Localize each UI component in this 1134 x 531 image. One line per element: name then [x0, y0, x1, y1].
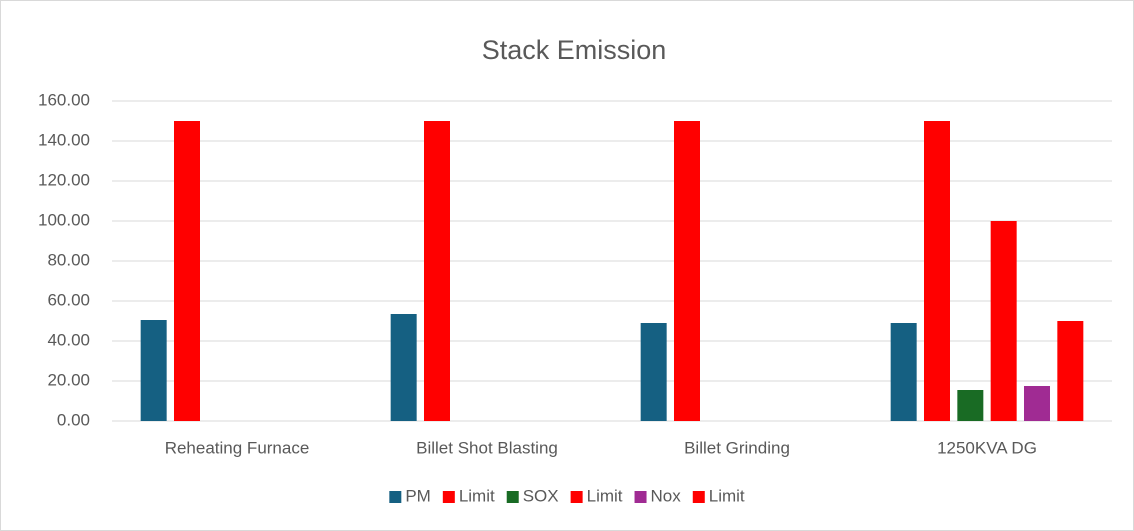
legend-label: Limit — [587, 486, 623, 505]
y-tick-label: 0.00 — [57, 410, 90, 429]
legend-swatch — [506, 491, 519, 503]
bar — [890, 323, 917, 421]
x-tick-label: Reheating Furnace — [165, 438, 310, 457]
y-tick-label: 80.00 — [47, 250, 90, 269]
x-tick-label: Billet Grinding — [684, 438, 790, 457]
y-tick-label: 160.00 — [38, 90, 90, 109]
y-tick-label: 140.00 — [38, 130, 90, 149]
x-tick-label: Billet Shot Blasting — [416, 438, 558, 457]
legend-swatch — [442, 491, 455, 503]
bar — [174, 121, 200, 421]
bar — [1024, 386, 1050, 421]
bar — [1057, 321, 1084, 421]
bar — [957, 390, 984, 421]
y-tick-label: 60.00 — [47, 290, 90, 309]
bar — [990, 221, 1017, 421]
bar — [674, 121, 700, 421]
y-tick-label: 100.00 — [38, 210, 90, 229]
y-tick-label: 40.00 — [47, 330, 90, 349]
legend-swatch — [634, 491, 647, 503]
legend-label: Limit — [459, 486, 495, 505]
bar — [924, 121, 950, 421]
legend-swatch — [570, 491, 583, 503]
bar — [424, 121, 450, 421]
legend-label: PM — [405, 486, 431, 505]
bar — [390, 314, 417, 421]
legend-swatch — [692, 491, 705, 503]
legend-label: Limit — [709, 486, 745, 505]
legend-label: Nox — [651, 486, 682, 505]
chart-title: Stack Emission — [482, 35, 667, 65]
bar — [140, 320, 167, 421]
y-tick-label: 20.00 — [47, 370, 90, 389]
y-tick-label: 120.00 — [38, 170, 90, 189]
x-tick-label: 1250KVA DG — [937, 438, 1037, 457]
legend-label: SOX — [523, 486, 559, 505]
bar — [640, 323, 667, 421]
legend-swatch — [389, 491, 402, 503]
